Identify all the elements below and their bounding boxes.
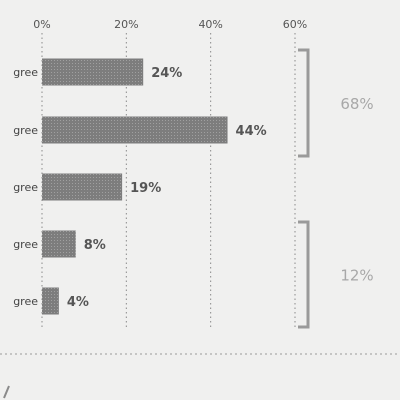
x-tick-label: 40% — [198, 18, 222, 31]
value-label: 19% — [130, 181, 161, 196]
value-label: 8% — [84, 238, 106, 253]
group-brackets: 68% 12% — [298, 50, 374, 327]
bar — [42, 288, 59, 315]
group-bracket — [298, 50, 308, 156]
category-label: gree — [13, 295, 38, 308]
category-label: gree — [13, 181, 38, 194]
value-label: 24% — [151, 66, 182, 81]
bar — [42, 231, 76, 258]
value-label: 44% — [236, 124, 267, 139]
group-bracket — [298, 222, 308, 327]
x-axis-ticks: 0% 20% 40% 60% — [33, 18, 307, 31]
bar — [42, 59, 143, 86]
group-total-label: 12% — [340, 267, 373, 285]
group-total-label: 68% — [340, 95, 373, 113]
category-label: gree — [13, 238, 38, 251]
bar — [42, 117, 228, 144]
x-tick-label: 0% — [33, 18, 50, 31]
category-label: gree — [13, 124, 38, 137]
bar — [42, 174, 122, 201]
value-label: 4% — [67, 295, 89, 310]
x-tick-label: 60% — [283, 18, 307, 31]
bars: gree 24% gree 44% gree 19% gree 8% gree 4% — [13, 59, 266, 315]
x-tick-label: 20% — [114, 18, 138, 31]
corner-mark — [4, 386, 9, 398]
category-label: gree — [13, 66, 38, 79]
